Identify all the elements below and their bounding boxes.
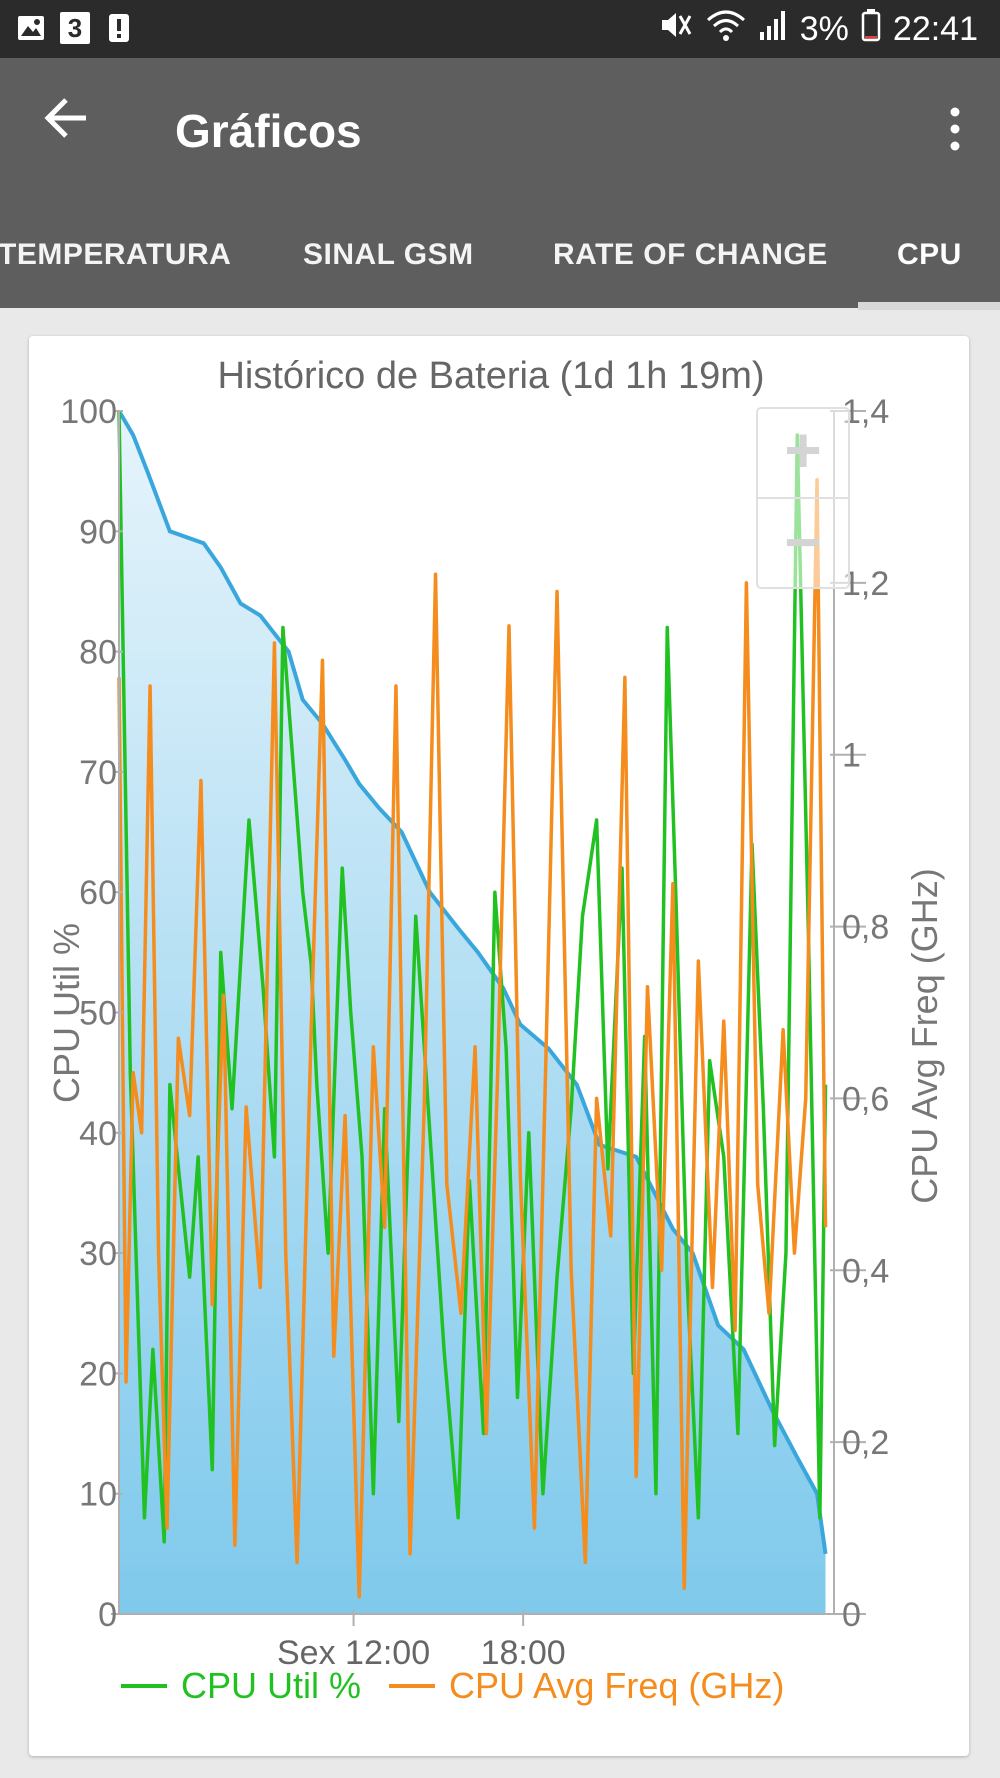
cpu-freq-line [117,477,828,1599]
more-options-button[interactable] [940,104,970,154]
chart-title: Histórico de Bateria (1d 1h 19m) [217,355,764,397]
more-vert-icon [950,107,960,151]
mute-icon [658,8,694,51]
left-tick-label: 60 [79,874,117,912]
back-button[interactable] [40,90,96,146]
battery-icon [861,8,881,51]
left-tick-label: 50 [79,995,117,1033]
tab-cpu[interactable]: CPU [897,238,962,271]
left-tick-label: 30 [79,1235,117,1273]
zoom-out-button[interactable]: − [784,506,821,578]
left-tick-label: 10 [79,1476,117,1514]
battery-line [117,409,828,1555]
left-tick-label: 20 [79,1355,117,1393]
x-tick-label: 18:00 [481,1634,566,1672]
legend-util-label: CPU Util % [181,1665,361,1706]
wifi-icon [706,8,746,51]
arrow-back-icon [44,98,86,138]
left-tick-label: 90 [79,513,117,551]
left-tick-label: 80 [79,634,117,672]
x-tick-label: Sex 12:00 [277,1634,430,1672]
tab-rate-of-change[interactable]: RATE OF CHANGE [553,238,828,271]
left-tick-label: 0 [98,1596,117,1634]
cpu-chart[interactable]: 010203040506070809010000,20,40,60,811,21… [29,336,969,1756]
right-tick-label: 1 [842,737,861,775]
signal-icon [758,8,788,51]
status-bar: 3 3% 22:41 [0,0,1000,58]
battery-percent: 3% [799,10,849,48]
battery-area [119,411,826,1614]
left-tick-label: 100 [60,393,117,431]
legend-freq-label: CPU Avg Freq (GHz) [449,1665,784,1706]
right-tick-label: 0,2 [842,1424,889,1462]
left-tick-label: 40 [79,1115,117,1153]
right-tick-label: 0,8 [842,909,889,947]
alert-icon [104,13,134,43]
left-tick-label: 70 [79,754,117,792]
cpu-util-line [117,410,828,1544]
tab-bar: TEMPERATURA SINAL GSM RATE OF CHANGE CPU [0,222,1000,308]
right-tick-label: 0,4 [842,1252,889,1290]
page-title: Gráficos [175,105,362,157]
tab-indicator [858,302,1000,310]
chart-card: 0 10 20 30 40 50 60 70 80 90 100 0 0,2 0,4 0,6 0,8 1 1,2 1… [29,336,969,1756]
sim-icon: 3 [60,12,90,44]
gallery-icon [16,13,46,43]
tab-sinal-gsm[interactable]: SINAL GSM [303,238,474,271]
app-bar: Gráficos [0,58,1000,308]
right-tick-label: 0,6 [842,1080,889,1118]
right-tick-label: 0 [842,1596,861,1634]
clock: 22:41 [892,10,978,48]
left-axis-label: CPU Util % [46,923,87,1103]
tab-temperatura[interactable]: TEMPERATURA [0,238,232,271]
right-axis-label: CPU Avg Freq (GHz) [904,868,945,1203]
zoom-in-button[interactable]: + [784,414,821,486]
